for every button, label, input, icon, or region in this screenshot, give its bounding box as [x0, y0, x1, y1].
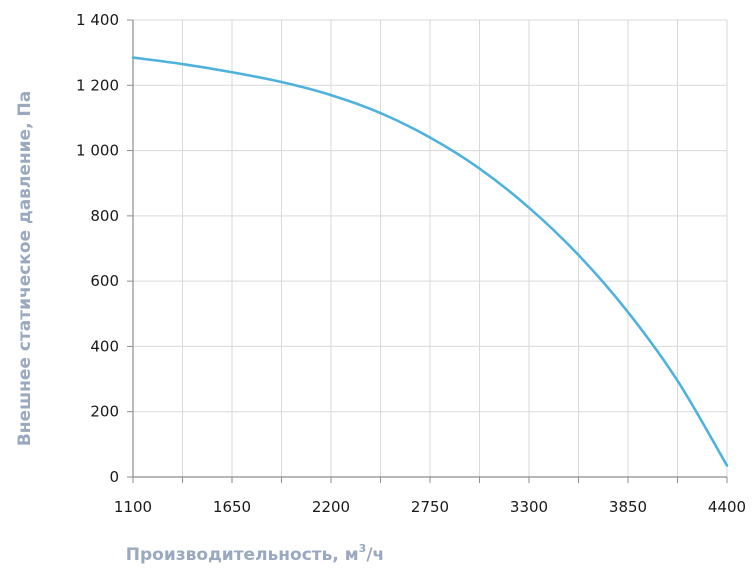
series-line-0: [131, 56, 729, 467]
x-axis-title: Производительность, м3/ч: [126, 542, 384, 565]
grid: [133, 19, 728, 477]
y-axis-title: Внешнее статическое давление, Па: [15, 91, 35, 446]
y-tick-label-5: 1 000: [76, 142, 119, 160]
x-axis-title-suffix: /ч: [366, 545, 384, 565]
y-tick-label-6: 1 200: [76, 76, 119, 94]
y-tick-label-0: 0: [109, 468, 119, 486]
x-axis-title-main: Производительность, м: [126, 545, 359, 565]
x-tick-label-0: 1100: [114, 498, 152, 516]
y-tick-label-2: 400: [90, 337, 119, 355]
y-tick-label-4: 800: [90, 207, 119, 225]
x-axis-title-superscript: 3: [359, 542, 367, 555]
y-tick-label-1: 200: [90, 403, 119, 421]
x-tick-label-4: 3300: [510, 498, 548, 516]
series-layer: [131, 56, 729, 467]
x-tick-label-1: 1650: [213, 498, 251, 516]
x-tick-label-2: 2200: [312, 498, 350, 516]
x-tick-label-6: 4400: [708, 498, 746, 516]
x-tick-label-3: 2750: [411, 498, 449, 516]
tick-labels: 0 200 400 600 800 1 000 1 200 1 400 1100 1650 2200…: [76, 11, 746, 516]
y-tick-label-7: 1 400: [76, 11, 119, 29]
y-tick-label-3: 600: [90, 272, 119, 290]
axes: [127, 19, 728, 483]
x-tick-label-5: 3850: [609, 498, 647, 516]
